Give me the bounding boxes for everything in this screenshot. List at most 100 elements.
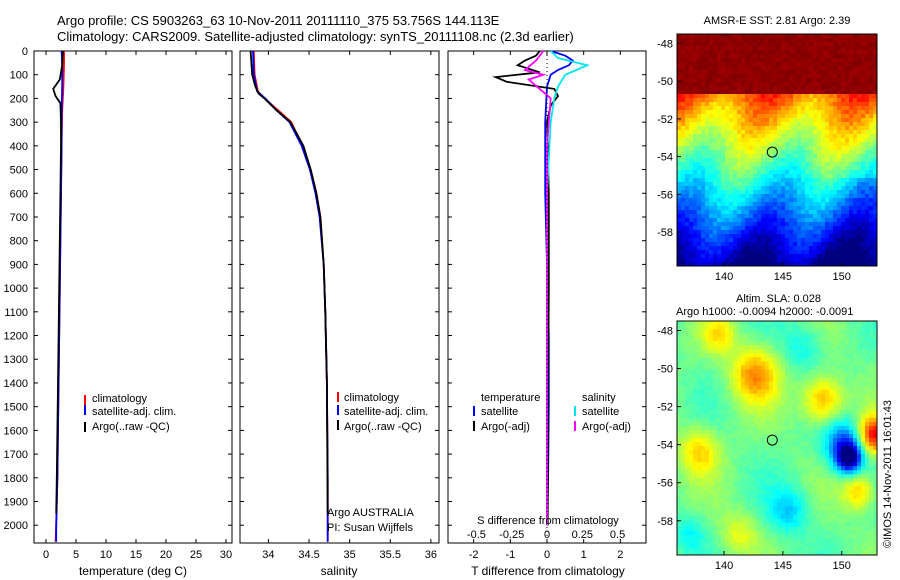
sst-cell bbox=[853, 178, 858, 183]
depth-tick-label: 100 bbox=[10, 70, 28, 82]
sst-cell bbox=[801, 86, 806, 91]
sst-cell bbox=[701, 38, 706, 43]
sla-cell bbox=[749, 413, 754, 419]
sla-cell bbox=[789, 377, 794, 382]
sla-cell bbox=[813, 345, 818, 350]
sla-cell bbox=[817, 442, 822, 447]
sla-cell bbox=[745, 385, 750, 390]
sst-cell bbox=[781, 202, 786, 207]
sst-cell bbox=[725, 262, 730, 267]
sst-cell bbox=[817, 194, 822, 199]
sst-cell bbox=[693, 54, 698, 59]
sla-cell bbox=[753, 446, 758, 451]
sla-cell bbox=[717, 385, 722, 390]
sla-cell bbox=[745, 442, 750, 447]
sla-cell bbox=[801, 454, 806, 459]
sla-cell bbox=[697, 433, 702, 439]
sst-cell bbox=[869, 122, 874, 127]
sst-cell bbox=[793, 254, 798, 259]
sst-cell bbox=[757, 82, 762, 87]
sst-cell bbox=[805, 162, 810, 167]
sst-cell bbox=[713, 78, 718, 83]
sla-cell bbox=[701, 454, 706, 459]
sst-cell bbox=[789, 162, 794, 167]
sst-cell bbox=[777, 98, 782, 103]
sla-cell bbox=[745, 421, 750, 427]
sst-cell bbox=[841, 186, 846, 191]
sst-cell bbox=[709, 230, 714, 235]
sst-cell bbox=[733, 258, 738, 263]
sla-cell bbox=[817, 450, 822, 455]
header-line-1: Argo profile: CS 5903263_63 10-Nov-2011 … bbox=[57, 13, 500, 28]
sst-cell bbox=[797, 118, 802, 123]
sst-cell bbox=[845, 166, 850, 171]
sst-cell bbox=[853, 226, 858, 231]
sst-cell bbox=[849, 234, 854, 239]
sst-cell bbox=[825, 94, 830, 99]
sla-cell bbox=[777, 429, 782, 435]
sla-cell bbox=[873, 377, 878, 382]
sst-cell bbox=[857, 138, 862, 143]
sst-cell bbox=[737, 126, 742, 131]
sst-cell bbox=[701, 82, 706, 87]
sst-cell bbox=[765, 130, 770, 135]
sla-cell bbox=[809, 405, 814, 411]
sst-cell bbox=[765, 170, 770, 175]
sla-cell bbox=[865, 381, 870, 386]
sst-cell bbox=[857, 70, 862, 75]
sst-cell bbox=[749, 178, 754, 183]
sst-cell bbox=[745, 178, 750, 183]
sst-cell bbox=[801, 46, 806, 51]
sst-cell bbox=[733, 90, 738, 95]
sst-cell bbox=[869, 178, 874, 183]
sst-cell bbox=[689, 54, 694, 59]
sst-cell bbox=[721, 186, 726, 191]
legend-label-climatology: climatology bbox=[344, 392, 400, 404]
sst-cell bbox=[837, 114, 842, 119]
sst-cell bbox=[837, 262, 842, 267]
sla-cell bbox=[797, 413, 802, 419]
sst-cell bbox=[769, 50, 774, 55]
sst-cell bbox=[873, 234, 878, 239]
sst-cell bbox=[777, 150, 782, 155]
sla-cell bbox=[709, 401, 714, 407]
sst-cell bbox=[769, 210, 774, 215]
sla-cell bbox=[749, 365, 754, 370]
sst-cell bbox=[845, 150, 850, 155]
sla-cell bbox=[721, 446, 726, 451]
sla-cell bbox=[717, 409, 722, 415]
sla-cell bbox=[849, 442, 854, 447]
legend-label-argo: Argo(..raw -QC) bbox=[344, 421, 422, 433]
sla-cell bbox=[845, 369, 850, 374]
depth-tick-label: 900 bbox=[10, 259, 28, 271]
sla-cell bbox=[853, 329, 858, 334]
sst-cell bbox=[757, 202, 762, 207]
sla-cell bbox=[705, 365, 710, 370]
sst-cell bbox=[681, 210, 686, 215]
sst-cell bbox=[837, 206, 842, 211]
sst-cell bbox=[745, 130, 750, 135]
sla-cell bbox=[753, 373, 758, 378]
sst-cell bbox=[741, 74, 746, 79]
sla-cell bbox=[817, 349, 822, 354]
sst-cell bbox=[797, 174, 802, 179]
sst-cell bbox=[785, 42, 790, 47]
sst-cell bbox=[709, 142, 714, 147]
sla-cell bbox=[709, 325, 714, 330]
salinity-xlabel: salinity bbox=[321, 564, 358, 578]
sst-cell bbox=[797, 42, 802, 47]
sst-cell bbox=[797, 86, 802, 91]
sla-cell bbox=[769, 425, 774, 431]
sla-cell bbox=[813, 337, 818, 342]
sst-cell bbox=[829, 98, 834, 103]
sla-cell bbox=[805, 349, 810, 354]
sst-cell bbox=[717, 182, 722, 187]
sst-cell bbox=[749, 218, 754, 223]
sla-cell bbox=[833, 329, 838, 334]
sst-cell bbox=[721, 78, 726, 83]
sst-cell bbox=[733, 134, 738, 139]
sla-cell bbox=[769, 429, 774, 435]
sla-cell bbox=[785, 405, 790, 411]
sst-cell bbox=[805, 42, 810, 47]
sst-cell bbox=[857, 98, 862, 103]
